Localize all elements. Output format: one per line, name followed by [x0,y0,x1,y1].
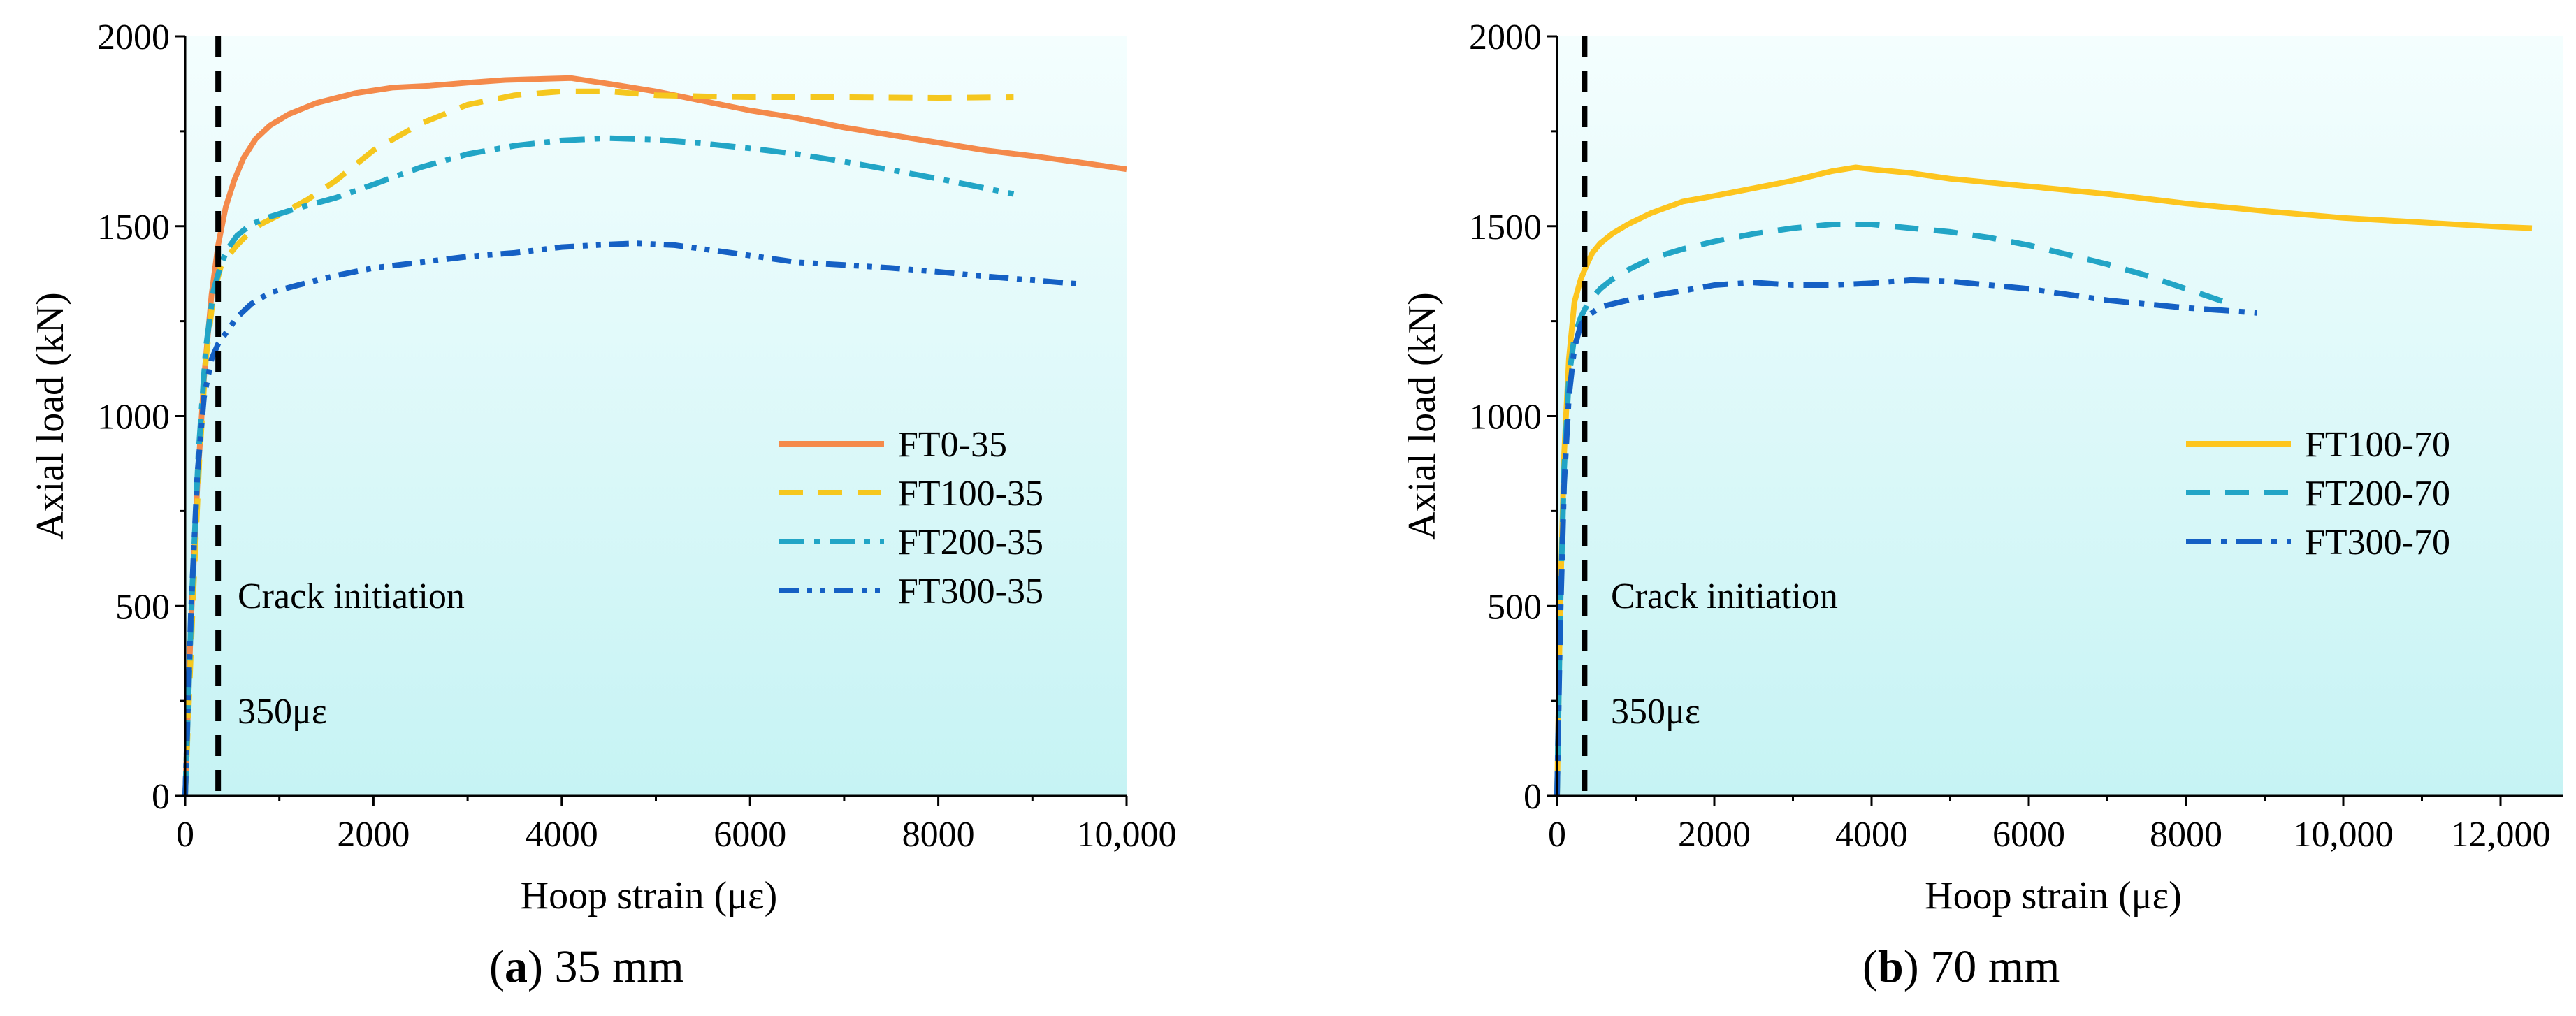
series-line-ft0-35 [182,75,1127,797]
x-tick-label: 0 [176,815,194,855]
annotation-crack-initiation: Crack initiation [238,576,465,616]
x-tick-label: 10,000 [2294,815,2394,855]
x-tick-label: 12,000 [2451,815,2551,855]
annotation-crack-initiation: Crack initiation [1611,576,1838,616]
legend-label-ft100-70: FT100-70 [2305,425,2450,465]
y-tick-label: 500 [115,587,170,627]
x-tick-label: 2000 [1678,815,1751,855]
series-line-ft300-35 [182,240,1080,797]
chart-panel-1: Crack initiation 350με 0 2000 4000 6000 8000 10… [29,17,1177,992]
annotation-crack-strain: 350με [238,692,327,732]
x-tick-label: 4000 [526,815,598,855]
series-line-ft300-70 [1554,277,2257,797]
x-tick-label: 8000 [2150,815,2222,855]
legend-label-ft100-35: FT100-35 [898,474,1043,514]
panel-caption-text: 35 mm [543,941,684,992]
panel-caption-letter: a [505,941,528,992]
y-axis-label: Axial load (kN) [29,292,72,540]
panel-caption-letter: b [1878,941,1904,992]
x-tick-label: 6000 [1992,815,2065,855]
y-tick-label: 1000 [1469,398,1542,437]
legend-label-ft300-35: FT300-35 [898,572,1043,611]
x-tick-label: 10,000 [1077,815,1177,855]
y-tick-label: 500 [1487,587,1542,627]
panel-caption: (a) 35 mm [489,941,684,992]
legend-label-ft200-35: FT200-35 [898,523,1043,563]
chart-panel-2: Crack initiation 350με 0 2000 4000 6000 8000 10… [1401,17,2563,992]
legend-label-ft300-70: FT300-70 [2305,523,2450,563]
x-axis-label: Hoop strain (με) [521,874,778,917]
legend-label-ft200-70: FT200-70 [2305,474,2450,514]
panel-caption: (b) 70 mm [1862,941,2060,992]
y-tick-label: 1500 [97,208,170,247]
x-axis-label: Hoop strain (με) [1925,874,2182,917]
plot-area [1557,36,2563,796]
x-tick-label: 2000 [337,815,410,855]
y-tick-label: 2000 [97,17,170,57]
x-tick-label: 4000 [1835,815,1908,855]
y-axis-label: Axial load (kN) [1401,292,1444,540]
panel-caption-text: 70 mm [1919,941,2060,992]
annotation-crack-strain: 350με [1611,692,1700,732]
x-tick-label: 8000 [902,815,975,855]
series-line-ft100-35 [182,88,1014,797]
series-line-ft200-70 [1554,222,2227,797]
y-tick-label: 2000 [1469,17,1542,57]
legend-label-ft0-35: FT0-35 [898,425,1007,465]
y-tick-label: 0 [152,777,170,817]
plot-area [185,36,1127,796]
x-tick-label: 0 [1548,815,1566,855]
y-tick-label: 0 [1524,777,1542,817]
x-tick-label: 6000 [714,815,786,855]
series-line-ft100-70 [1554,164,2533,797]
y-tick-label: 1000 [97,398,170,437]
y-tick-label: 1500 [1469,208,1542,247]
